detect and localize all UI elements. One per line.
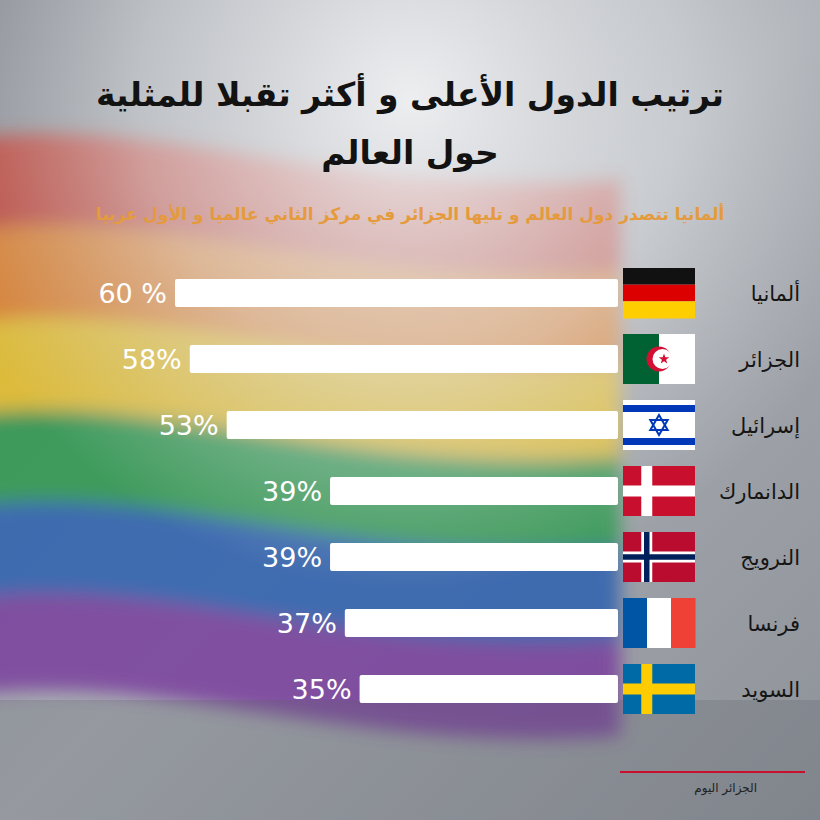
- flag-part: [647, 347, 672, 372]
- flag-part: [659, 354, 669, 364]
- flag-part: [623, 438, 695, 445]
- category-label: السويد: [741, 678, 800, 702]
- value-label: 58%: [122, 344, 182, 375]
- subtitle: ألمانيا تتصدر دول العالم و تليها الجزائر…: [10, 204, 810, 224]
- flag-part: [623, 486, 695, 497]
- flag-part: [623, 664, 695, 714]
- flag-part: [623, 285, 695, 302]
- flag-part: [659, 334, 695, 384]
- flag: [623, 664, 695, 714]
- value-label: 35%: [292, 674, 352, 705]
- chart: 60 % ألمانيا 58% الجزائر 53% إسرائيل 39% الدانم…: [0, 0, 820, 820]
- stage: 60 % ألمانيا 58% الجزائر 53% إسرائيل 39% الدانم…: [0, 0, 820, 820]
- category-label: إسرائيل: [731, 414, 800, 439]
- flag-part: [650, 420, 667, 435]
- labels: 60 % ألمانيا 58% الجزائر 53% إسرائيل 39% الدانم…: [98, 278, 800, 705]
- value-label: 39%: [262, 542, 322, 573]
- bar: [345, 609, 618, 637]
- category-label: النرويج: [740, 546, 800, 570]
- bar: [360, 675, 618, 703]
- flag-part: [623, 552, 695, 563]
- title: ترتيب الدول الأعلى و أكثر تقبلا للمثلية …: [70, 66, 750, 182]
- value-label: 60 %: [98, 278, 167, 309]
- flag-part: [650, 415, 667, 430]
- flag: [623, 466, 695, 516]
- flag-part: [623, 532, 695, 582]
- flag-part: [671, 598, 696, 648]
- value-label: 37%: [277, 608, 337, 639]
- bar: [190, 345, 618, 373]
- flag: [623, 334, 695, 384]
- haze: [0, 0, 820, 820]
- flag-part: [623, 466, 695, 516]
- flag: [623, 598, 696, 648]
- flag-part: [623, 400, 695, 450]
- flag-part: [623, 598, 647, 648]
- shade: [0, 700, 820, 820]
- flag-part: [623, 301, 695, 318]
- source-rule: [620, 771, 805, 773]
- flag: [623, 532, 695, 582]
- bar: [175, 279, 618, 307]
- bar: [227, 411, 618, 439]
- value-label: 53%: [159, 410, 219, 441]
- flag-part: [623, 268, 695, 285]
- flag: [623, 268, 695, 319]
- flag-part: [623, 554, 695, 560]
- bars: [175, 279, 618, 703]
- category-label: الجزائر: [738, 348, 800, 372]
- flag-part: [653, 349, 673, 369]
- category-label: الدانمارك: [719, 480, 800, 504]
- category-label: ألمانيا: [751, 280, 800, 306]
- category-label: فرنسا: [747, 612, 800, 636]
- flags: [623, 268, 696, 714]
- bar: [330, 543, 618, 571]
- flag-part: [623, 405, 695, 412]
- value-label: 39%: [262, 476, 322, 507]
- flag: [623, 400, 695, 450]
- background: [0, 0, 820, 820]
- source: الجزائر اليوم: [694, 781, 757, 796]
- flag-part: [647, 598, 671, 648]
- bar: [330, 477, 618, 505]
- flag-part: [623, 684, 695, 695]
